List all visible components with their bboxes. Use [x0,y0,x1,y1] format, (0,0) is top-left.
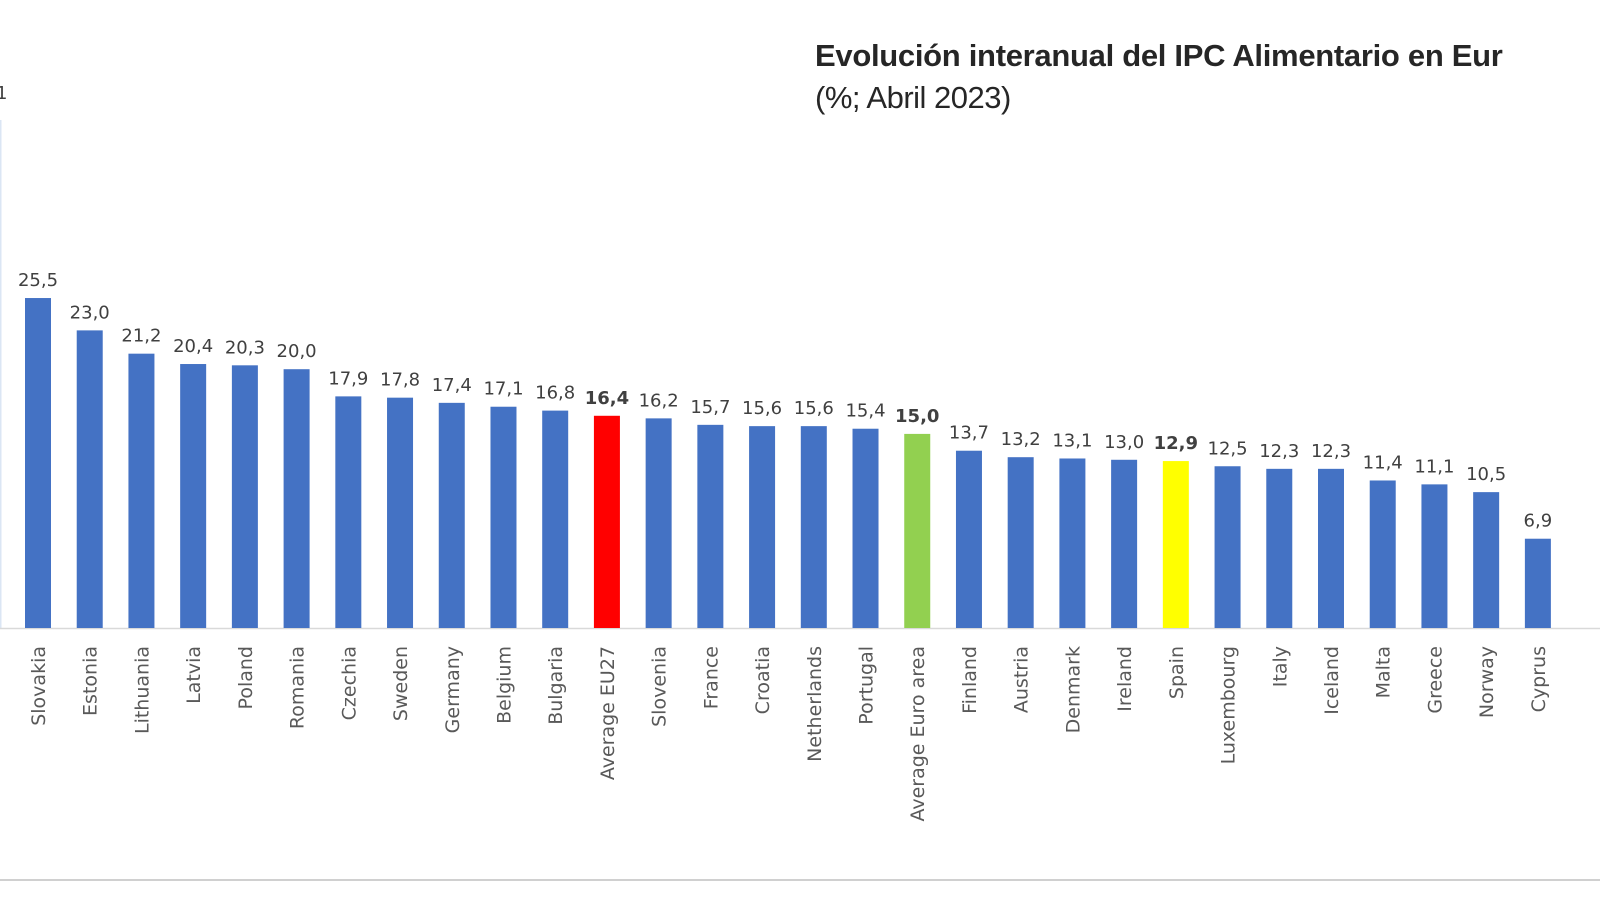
category-label-malta: Malta [1373,646,1395,698]
category-label-slovenia: Slovenia [649,646,671,727]
category-label-romania: Romania [287,646,309,729]
bar-spain [1162,461,1189,628]
value-label-lithuania: 21,2 [121,326,161,347]
bar-croatia [749,426,776,628]
bar-germany [438,402,465,628]
category-label-france: France [700,646,722,709]
bar-greece [1421,484,1448,628]
value-label-malta: 11,4 [1363,452,1403,473]
bar-ireland [1111,459,1138,628]
bar-slovenia [645,418,672,628]
category-label-belgium: Belgium [493,646,515,724]
bar-iceland [1318,468,1344,628]
value-label-ireland: 13,0 [1104,432,1144,453]
category-label-austria: Austria [1011,646,1033,713]
category-label-iceland: Iceland [1321,646,1343,715]
bar-bulgaria [542,410,569,628]
category-label-denmark: Denmark [1062,646,1084,733]
category-label-cyprus: Cyprus [1528,646,1550,712]
bar-lithuania [128,353,155,628]
category-label-spain: Spain [1166,646,1188,699]
value-label-italy: 12,3 [1259,441,1299,462]
bar-italy [1266,468,1293,628]
category-label-average-eu27: Average EU27 [597,646,619,780]
category-label-luxembourg: Luxembourg [1218,646,1240,764]
value-label-czechia: 17,9 [328,368,368,389]
category-label-greece: Greece [1424,646,1446,714]
bar-average-euro-area [904,433,931,628]
category-label-czechia: Czechia [338,646,360,720]
bar-belgium [490,406,517,628]
value-label-france: 15,7 [690,397,730,418]
category-label-latvia: Latvia [183,646,205,704]
value-label-luxembourg: 12,5 [1208,438,1248,459]
value-label-greece: 11,1 [1414,456,1454,477]
bar-norway [1473,492,1500,628]
value-label-average-euro-area: 15,0 [895,406,939,427]
value-label-cyprus: 6,9 [1524,511,1553,532]
bar-malta [1369,480,1396,628]
category-label-ireland: Ireland [1114,646,1136,712]
value-label-portugal: 15,4 [845,401,885,422]
value-label-latvia: 20,4 [173,336,213,357]
category-label-estonia: Estonia [80,646,102,716]
bar-estonia [76,330,103,628]
category-label-slovakia: Slovakia [28,646,50,726]
category-label-sweden: Sweden [390,646,412,721]
value-label-croatia: 15,6 [742,398,782,419]
bar-denmark [1059,458,1086,628]
bar-netherlands [800,426,827,628]
category-label-netherlands: Netherlands [804,646,826,762]
category-label-finland: Finland [959,646,981,714]
bar-latvia [180,364,207,628]
value-label-bulgaria: 16,8 [535,383,575,404]
category-label-lithuania: Lithuania [131,646,153,734]
value-label-romania: 20,0 [277,341,317,362]
value-label-average-eu27: 16,4 [585,388,629,409]
bar-czechia [335,396,362,628]
value-label-netherlands: 15,6 [794,398,834,419]
bar-portugal [852,428,879,628]
category-label-italy: Italy [1269,646,1291,687]
value-label-slovenia: 16,2 [639,390,679,411]
value-label-belgium: 17,1 [483,379,523,400]
bar-poland [231,365,258,628]
bar-luxembourg [1214,466,1241,628]
bar-average-eu27 [593,415,620,628]
category-label-bulgaria: Bulgaria [545,646,567,725]
value-label-finland: 13,7 [949,423,989,444]
value-label-iceland: 12,3 [1311,441,1351,462]
bar-sweden [387,397,414,628]
value-label-austria: 13,2 [1001,429,1041,450]
bar-romania [283,369,310,628]
value-label-germany: 17,4 [432,375,472,396]
value-label-sweden: 17,8 [380,370,420,391]
category-label-poland: Poland [235,646,257,709]
bar-slovakia [25,298,51,628]
category-label-average-euro-area: Average Euro area [907,646,929,822]
value-label-spain: 12,9 [1154,433,1198,454]
category-label-croatia: Croatia [752,646,774,714]
value-label-slovakia: 25,5 [18,270,58,291]
category-label-portugal: Portugal [856,646,878,725]
category-label-germany: Germany [442,646,464,733]
value-label-norway: 10,5 [1466,464,1506,485]
chart-title: Evolución interanual del IPC Alimentario… [815,38,1503,73]
left-fragment-label: 1 [0,83,7,104]
value-label-poland: 20,3 [225,337,265,358]
value-label-estonia: 23,0 [70,302,110,323]
value-label-denmark: 13,1 [1052,430,1092,451]
bar-finland [955,450,982,628]
bar-austria [1007,457,1034,628]
bar-france [697,424,724,628]
chart-subtitle: (%; Abril 2023) [815,80,1011,115]
bar-cyprus [1524,538,1551,628]
category-label-norway: Norway [1476,646,1498,718]
